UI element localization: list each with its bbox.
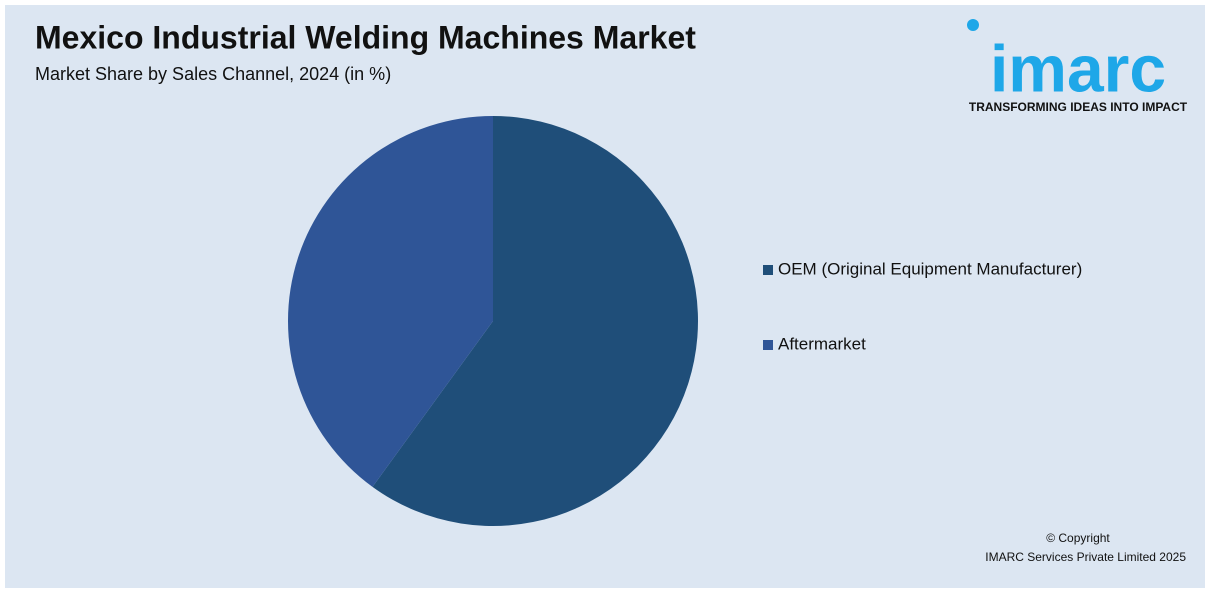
copyright: © Copyright <box>1046 531 1110 545</box>
copyright-owner: IMARC Services Private Limited 2025 <box>985 550 1186 564</box>
legend-swatch <box>763 265 773 275</box>
legend-label: OEM (Original Equipment Manufacturer) <box>778 259 1082 278</box>
pie-slice <box>288 116 493 487</box>
pie-slice <box>372 116 698 526</box>
chart-title: Mexico Industrial Welding Machines Marke… <box>35 19 696 55</box>
legend-label: Aftermarket <box>778 334 866 353</box>
legend-swatch <box>763 340 773 350</box>
logo: imarc <box>990 31 1166 105</box>
logo-tagline: TRANSFORMING IDEAS INTO IMPACT <box>969 100 1188 114</box>
chart-subtitle: Market Share by Sales Channel, 2024 (in … <box>35 64 391 84</box>
logo-dot <box>967 19 979 31</box>
